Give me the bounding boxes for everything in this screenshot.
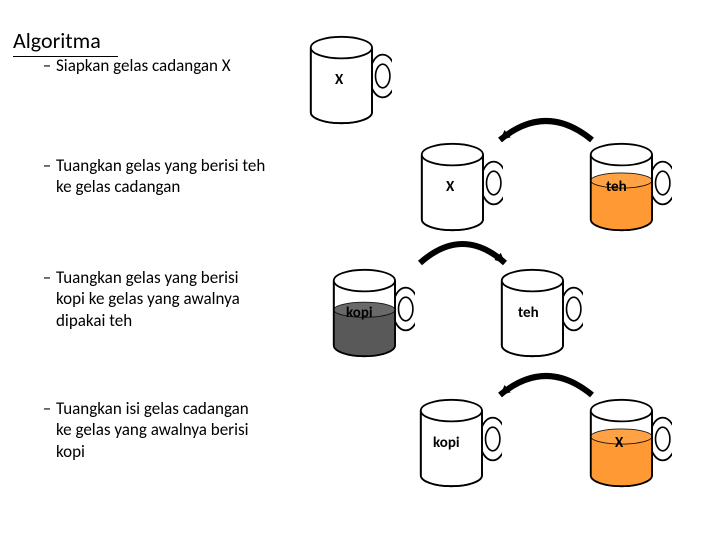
cup-label: X <box>446 178 454 196</box>
cup-label: X <box>615 434 623 452</box>
step-item-2: –Tuangkan gelas yang berisi kopi ke gela… <box>38 267 268 331</box>
dash-bullet: – <box>38 155 56 176</box>
step-text: Tuangkan gelas yang berisi kopi ke gelas… <box>56 267 266 331</box>
cup-label: X <box>335 71 343 89</box>
step-item-3: –Tuangkan isi gelas cadangan ke gelas ya… <box>38 398 263 462</box>
cup-x-0 <box>307 35 392 125</box>
cup-label: teh <box>518 304 539 322</box>
step-text: Siapkan gelas cadangan X <box>56 55 296 76</box>
step-item-0: –Siapkan gelas cadangan X <box>38 55 298 76</box>
arrow-2 <box>485 342 607 415</box>
arrow-1 <box>405 210 520 283</box>
dash-bullet: – <box>38 55 56 76</box>
dash-bullet: – <box>38 267 56 288</box>
page-title: Algoritma <box>13 27 118 57</box>
cup-label: kopi <box>433 434 460 452</box>
dash-bullet: – <box>38 398 56 419</box>
step-text: Tuangkan isi gelas cadangan ke gelas yan… <box>56 398 261 462</box>
step-text: Tuangkan gelas yang berisi teh ke gelas … <box>56 155 266 198</box>
step-item-1: –Tuangkan gelas yang berisi teh ke gelas… <box>38 155 268 198</box>
cup-label: teh <box>606 178 627 196</box>
arrow-0 <box>485 87 607 160</box>
cup-label: kopi <box>346 304 373 322</box>
